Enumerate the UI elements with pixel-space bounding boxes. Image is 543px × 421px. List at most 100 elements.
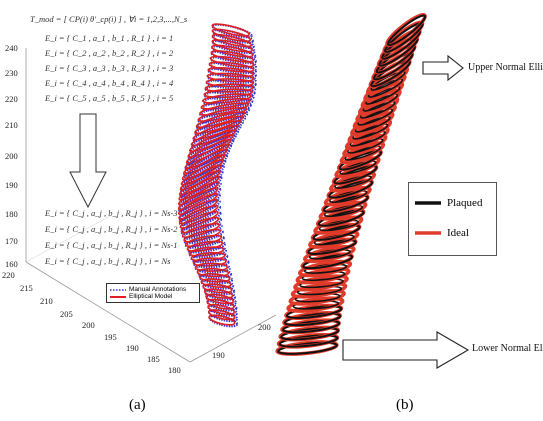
annotation-contour [210, 50, 257, 65]
lower-ellipse-label: Lower Normal Ellipse [472, 343, 543, 354]
x-tick: 185 [147, 354, 160, 364]
legend-b: Plaqued Ideal [408, 182, 497, 256]
model-ellipse [184, 234, 223, 248]
plaqued-ellipse [302, 253, 354, 270]
model-ellipse [202, 93, 252, 104]
solid-line-icon [110, 295, 126, 298]
plaqued-ellipse [354, 115, 391, 133]
model-ellipse [200, 97, 251, 110]
ellipse-formula: E_i = { C_1 , a_1 , b_1 , R_1 } , i = 1 [45, 33, 174, 43]
legend-item-elliptical: Elliptical Model [110, 293, 196, 300]
plaqued-ellipse [334, 175, 372, 189]
model-ellipse [180, 216, 220, 234]
annotation-contour [179, 211, 222, 231]
caption-a: (a) [129, 397, 146, 413]
model-ellipse [197, 106, 248, 122]
annotation-contour [186, 240, 226, 254]
legend-item-manual: Manual Annotations [110, 286, 196, 293]
model-ellipse [194, 262, 229, 272]
model-ellipse [210, 50, 255, 63]
model-ellipse [178, 204, 219, 225]
model-ellipse [198, 273, 231, 283]
panel-b: Upper Normal Ellipse Lower Normal Ellips… [265, 0, 543, 421]
model-ellipse [178, 170, 221, 196]
solid-line-icon [415, 201, 441, 205]
model-ellipse [208, 61, 255, 73]
plaqued-ellipse [322, 194, 369, 213]
z-tick: 230 [5, 68, 18, 78]
model-ellipse [209, 55, 255, 68]
right-arrow-icon [342, 331, 470, 369]
model-ellipse [177, 187, 219, 211]
y-tick: 200 [258, 322, 271, 332]
model-ellipse [206, 72, 255, 83]
x-tick: 200 [82, 320, 95, 330]
model-ellipse [178, 175, 220, 201]
caption-b: (b) [396, 397, 414, 413]
ideal-ellipse [290, 281, 348, 299]
x-tick: 220 [2, 270, 15, 280]
model-ellipse [179, 210, 219, 229]
z-tick: 190 [5, 180, 18, 190]
upper-ellipse-label: Upper Normal Ellipse [468, 62, 543, 73]
ideal-ellipse [308, 230, 360, 249]
vessel-model-b [275, 12, 427, 356]
x-tick: 195 [104, 332, 117, 342]
model-ellipse [211, 39, 253, 53]
model-ellipse [204, 83, 254, 93]
right-arrow-icon [422, 55, 464, 81]
annotation-contour [206, 298, 238, 312]
legend-label: Manual Annotations [129, 286, 187, 293]
annotation-contour [189, 129, 240, 154]
model-ellipse [195, 111, 246, 129]
annotation-contour [178, 175, 223, 203]
plaqued-ellipse [285, 305, 343, 319]
model-ellipse [196, 267, 230, 278]
model-ellipse [203, 88, 253, 99]
model-ellipse [207, 303, 236, 316]
legend-label: Ideal [447, 227, 469, 239]
plaqued-ellipse [313, 234, 355, 246]
plaqued-ellipse [317, 209, 365, 227]
axes-3d [25, 48, 277, 363]
model-ellipse [178, 198, 219, 220]
z-tick: 220 [5, 94, 18, 104]
ideal-ellipse [329, 171, 377, 193]
ideal-ellipse [295, 267, 351, 285]
plaqued-ellipse [357, 108, 394, 126]
plaqued-ellipse [312, 224, 361, 241]
ellipse-formula: E_i = { C_j , a_j , b_j , R_j } , i = Ns… [45, 224, 178, 234]
legend-label: Elliptical Model [129, 293, 173, 300]
model-ellipse [199, 102, 250, 116]
ideal-ellipse [288, 289, 346, 306]
model-ellipse [188, 246, 225, 257]
legend-label: Plaqued [447, 197, 483, 209]
model-ellipse [211, 28, 252, 43]
ellipse-formula: E_i = { C_j , a_j , b_j , R_j } , i = Ns [45, 256, 171, 266]
ideal-ellipse [297, 259, 353, 278]
model-ellipse [194, 115, 244, 135]
annotation-contour [178, 181, 222, 208]
plaqued-ellipse [367, 78, 404, 98]
plaqued-ellipse [365, 86, 401, 105]
plaqued-ellipse [307, 239, 357, 256]
annotation-contour [179, 205, 222, 227]
plaqued-ellipse [278, 334, 339, 348]
model-ellipse [179, 164, 223, 191]
dotted-line-icon [110, 288, 126, 291]
plaqued-ellipse [386, 14, 427, 47]
panel-a: 240 230 220 210 200 190 180 170 160 220 … [2, 14, 277, 413]
model-ellipse [203, 288, 234, 299]
model-ellipse [202, 283, 233, 294]
model-ellipse [211, 44, 254, 58]
x-tick: 190 [126, 343, 139, 353]
annotation-contour [206, 72, 257, 85]
model-ellipse [192, 257, 227, 267]
model-ellipse [205, 78, 254, 88]
annotation-contour [182, 223, 223, 240]
plaqued-ellipse [283, 312, 342, 327]
ellipse-formulas-top: E_i = { C_1 , a_1 , b_1 , R_1 } , i = 1 … [45, 33, 173, 108]
z-tick: 170 [5, 236, 18, 246]
plaqued-ellipse [280, 327, 340, 341]
ideal-ellipse [313, 215, 364, 235]
